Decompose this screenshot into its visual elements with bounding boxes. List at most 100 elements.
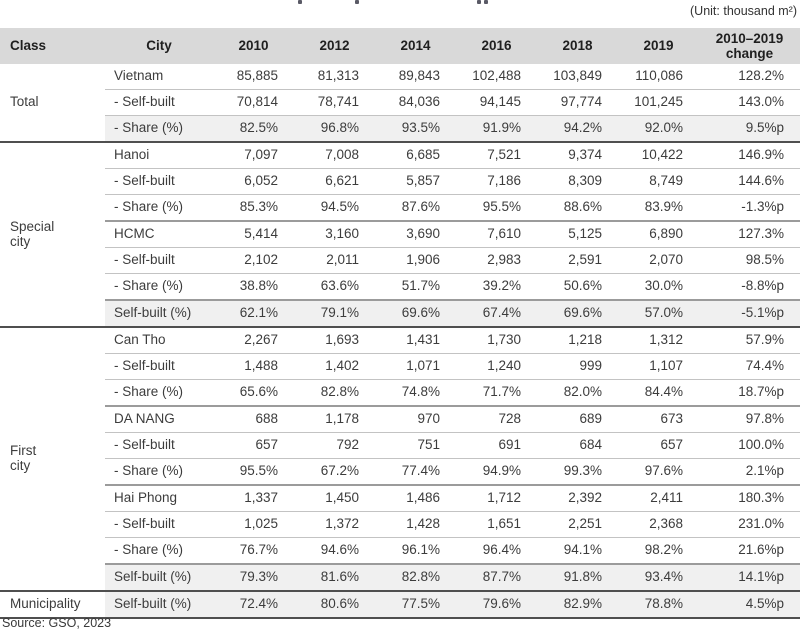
cell-value: 127.3% — [699, 220, 800, 248]
cell-value: 8,749 — [618, 168, 699, 195]
cell-value: 2,368 — [618, 511, 699, 538]
cell-value: 95.5% — [456, 194, 537, 221]
table-row: - Share (%) 82.5% 96.8% 93.5% 91.9% 94.2% 92.0… — [0, 115, 800, 142]
cell-value: 98.5% — [699, 247, 800, 274]
cell-city: - Share (%) — [105, 273, 213, 300]
cell-value: 2.1%p — [699, 458, 800, 485]
cell-value: 2,251 — [537, 511, 618, 538]
cell-value: 3,690 — [375, 220, 456, 248]
cell-value: 1,107 — [618, 353, 699, 380]
cell-city: Self-built (%) — [105, 563, 213, 591]
cell-value: 30.0% — [618, 273, 699, 300]
cell-value: 74.4% — [699, 353, 800, 380]
table-row: Special city Hanoi 7,097 7,008 6,685 7,521 9,37… — [0, 141, 800, 327]
cell-value: 7,097 — [213, 141, 294, 169]
cell-city: Self-built (%) — [105, 299, 213, 327]
cell-class: Special city — [0, 141, 105, 327]
cell-value: 92.0% — [618, 115, 699, 142]
cell-value: 103,849 — [553, 68, 602, 84]
cell-value: 21.6%p — [699, 537, 800, 564]
unit-label: (Unit: thousand m²) — [690, 4, 797, 18]
cell-value: 6,685 — [375, 141, 456, 169]
cell-value: 78,741 — [294, 89, 375, 116]
cell-value: 1,428 — [375, 511, 456, 538]
cell-value: 688 — [213, 405, 294, 433]
cell-value: 999 — [537, 353, 618, 380]
cell-value: 97.8% — [699, 405, 800, 433]
cell-value: 143.0% — [699, 89, 800, 116]
cell-value: 144.6% — [699, 168, 800, 195]
cropped-title-fragment — [298, 0, 302, 4]
cell-value: 1,450 — [294, 484, 375, 512]
cell-city: - Self-built — [105, 89, 213, 116]
cell-city: Vietnam — [114, 68, 164, 84]
cell-value: -1.3%p — [699, 194, 800, 221]
cropped-title-fragment — [477, 0, 481, 4]
column-header: 2019 — [618, 28, 699, 64]
cell-value: 1,218 — [537, 326, 618, 354]
cell-value: 1,025 — [213, 511, 294, 538]
cell-value: 67.2% — [294, 458, 375, 485]
cell-value: 8,309 — [537, 168, 618, 195]
column-header: 2010–2019 change — [699, 28, 800, 64]
cell-city: - Self-built — [105, 168, 213, 195]
cell-value: 4.5%p — [699, 590, 800, 619]
cell-value: 94.5% — [294, 194, 375, 221]
cell-value: 2,983 — [456, 247, 537, 274]
cell-value: 94,145 — [456, 89, 537, 116]
cell-value: 63.6% — [294, 273, 375, 300]
cell-value: 79.3% — [213, 563, 294, 591]
cell-value: 79.6% — [456, 590, 537, 619]
cell-value: 102,488 — [472, 68, 521, 84]
cell-value: 2,411 — [618, 484, 699, 512]
cell-value: -5.1%p — [699, 299, 800, 327]
cell-value: 146.9% — [699, 141, 800, 169]
cell-value: 110,086 — [635, 68, 683, 84]
table-body: Total Vietnam 85,885 81,313 89,843 102,488 103… — [0, 64, 800, 619]
cell-value: 57.0% — [618, 299, 699, 327]
cell-value: 71.7% — [456, 379, 537, 406]
cell-value: 83.9% — [618, 194, 699, 221]
cell-value: 673 — [618, 405, 699, 433]
cell-value: 65.6% — [213, 379, 294, 406]
cell-value: 81.6% — [294, 563, 375, 591]
header-row: Class City 2010 2012 2014 2016 2018 2019 2010–20… — [0, 28, 800, 64]
table-header: Class City 2010 2012 2014 2016 2018 2019 2010–20… — [0, 28, 800, 64]
cell-class: First city — [0, 326, 105, 591]
cell-value: 1,372 — [294, 511, 375, 538]
cell-value: 38.8% — [213, 273, 294, 300]
cell-value: 1,693 — [294, 326, 375, 354]
cell-value: 82.8% — [294, 379, 375, 406]
cell-value: 82.5% — [213, 115, 294, 142]
cell-value: 7,186 — [456, 168, 537, 195]
cell-value: 62.1% — [213, 299, 294, 327]
column-header: 2018 — [537, 28, 618, 64]
cell-value: 1,486 — [375, 484, 456, 512]
cell-value: 93.5% — [375, 115, 456, 142]
cell-value: 18.7%p — [699, 379, 800, 406]
cell-value: 657 — [213, 432, 294, 459]
cell-value: 691 — [456, 432, 537, 459]
cell-value: 72.4% — [213, 590, 294, 619]
cell-value: 2,070 — [618, 247, 699, 274]
cell-city: - Self-built — [105, 511, 213, 538]
cell-value: 2,392 — [537, 484, 618, 512]
cell-value: 94.6% — [294, 537, 375, 564]
table-row: - Self-built 657 792 751 691 684 657 100.0% — [0, 432, 800, 459]
cell-value: 96.4% — [456, 537, 537, 564]
cell-value: 6,890 — [618, 220, 699, 248]
table-row: - Self-built 6,052 6,621 5,857 7,186 8,309 8,7… — [0, 168, 800, 195]
cell-value: 1,651 — [456, 511, 537, 538]
cell-value: 5,125 — [537, 220, 618, 248]
cell-value: 96.1% — [375, 537, 456, 564]
cell-value: 94.2% — [537, 115, 618, 142]
cell-value: 93.4% — [618, 563, 699, 591]
cell-value: 5,414 — [213, 220, 294, 248]
cell-value: 96.8% — [294, 115, 375, 142]
cell-value: 10,422 — [618, 141, 699, 169]
cell-value: 1,906 — [375, 247, 456, 274]
column-header: 2010 — [213, 28, 294, 64]
cell-value: 7,521 — [456, 141, 537, 169]
table-row: - Share (%) 95.5% 67.2% 77.4% 94.9% 99.3% 97.6… — [0, 458, 800, 485]
